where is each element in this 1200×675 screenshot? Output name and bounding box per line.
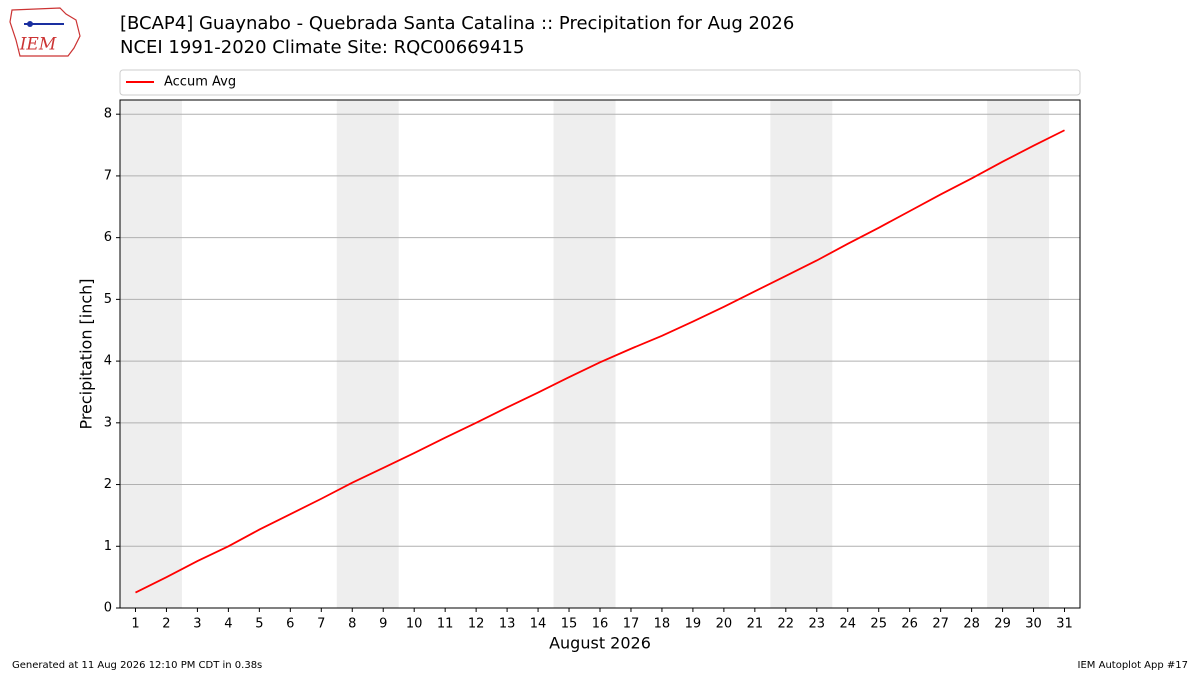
- y-tick-label: 0: [104, 601, 112, 616]
- x-tick-label: 16: [592, 617, 609, 632]
- y-tick-label: 8: [104, 107, 112, 122]
- weekend-shade: [770, 100, 833, 608]
- logo-outline: [9, 7, 81, 57]
- weekend-shade: [120, 100, 182, 608]
- x-tick-label: 8: [348, 617, 356, 632]
- y-tick-label: 3: [104, 415, 112, 430]
- x-tick-label: 14: [530, 617, 547, 632]
- x-tick-label: 21: [747, 617, 764, 632]
- y-tick-label: 2: [104, 477, 112, 492]
- weekend-shade: [987, 100, 1050, 608]
- y-tick-label: 7: [104, 168, 112, 183]
- weekend-shade: [336, 100, 399, 608]
- chart-subtitle: NCEI 1991-2020 Climate Site: RQC00669415: [120, 37, 524, 58]
- x-tick-label: 5: [255, 617, 263, 632]
- x-tick-label: 20: [716, 617, 733, 632]
- x-tick-label: 17: [623, 617, 640, 632]
- x-tick-label: 11: [437, 617, 454, 632]
- x-tick-label: 28: [963, 617, 980, 632]
- y-tick-label: 1: [104, 539, 112, 554]
- plot-frame: [119, 99, 1081, 609]
- x-tick-label: 19: [685, 617, 702, 632]
- weekend-shade: [553, 100, 616, 608]
- x-tick-label: 26: [901, 617, 918, 632]
- x-tick-label: 15: [561, 617, 578, 632]
- x-tick-label: 2: [162, 617, 170, 632]
- footer-left: Generated at 11 Aug 2026 12:10 PM CDT in…: [12, 660, 262, 671]
- x-tick-label: 31: [1056, 617, 1073, 632]
- footer-right: IEM Autoplot App #17: [1078, 660, 1188, 671]
- x-tick-label: 30: [1025, 617, 1042, 632]
- x-tick-label: 23: [809, 617, 826, 632]
- legend-box: [119, 69, 1081, 96]
- y-tick-label: 4: [104, 354, 112, 369]
- x-axis-label: August 2026: [549, 634, 651, 653]
- x-tick-label: 27: [932, 617, 949, 632]
- x-tick-label: 7: [317, 617, 325, 632]
- legend-label: Accum Avg: [164, 75, 236, 90]
- x-tick-label: 4: [224, 617, 232, 632]
- series-line: [135, 129, 1065, 594]
- y-tick-label: 5: [104, 292, 112, 307]
- y-tick-label: 6: [104, 230, 112, 245]
- x-tick-label: 13: [499, 617, 516, 632]
- x-tick-label: 10: [406, 617, 423, 632]
- chart-title: [BCAP4] Guaynabo - Quebrada Santa Catali…: [120, 13, 794, 34]
- logo-dot: [27, 21, 33, 27]
- x-tick-label: 18: [654, 617, 671, 632]
- y-axis-label: Precipitation [inch]: [77, 278, 96, 429]
- x-tick-label: 12: [468, 617, 485, 632]
- x-tick-label: 1: [131, 617, 139, 632]
- x-tick-label: 24: [839, 617, 856, 632]
- x-tick-label: 22: [778, 617, 795, 632]
- logo: IEM: [9, 7, 81, 57]
- x-tick-label: 6: [286, 617, 294, 632]
- x-tick-label: 9: [379, 617, 387, 632]
- x-tick-label: 25: [870, 617, 887, 632]
- x-tick-label: 3: [193, 617, 201, 632]
- logo-text: IEM: [19, 35, 57, 55]
- x-tick-label: 29: [994, 617, 1011, 632]
